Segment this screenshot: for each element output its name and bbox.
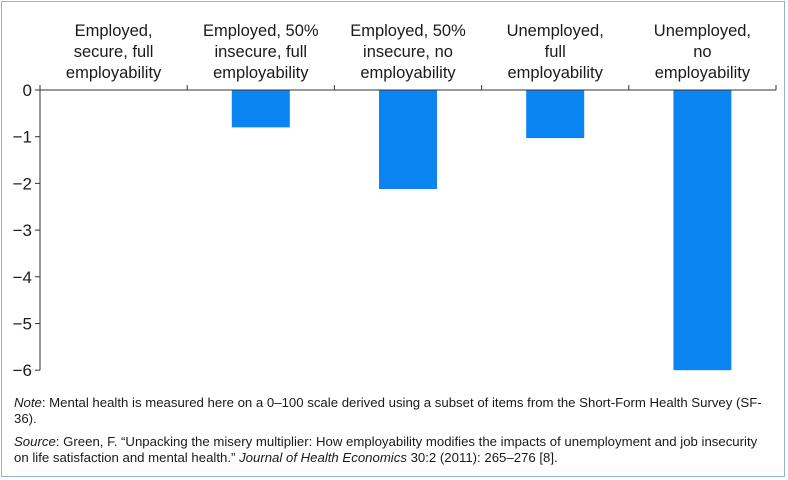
y-tick-label: −2 [13,174,32,193]
y-tick-label: −6 [13,361,32,380]
bar [231,90,290,128]
bar [526,90,585,139]
bars [231,90,732,371]
category-label: Employed, 50% insecure, full employability [203,22,319,82]
note-label: Note [14,395,42,410]
category-label: Unemployed, full employability [507,22,604,82]
category-labels: Employed, secure, full employability Employ… [66,22,751,82]
bar-chart: Employed, secure, full employability Employ… [13,22,777,380]
y-tick-label: −5 [13,315,32,334]
source-label: Source [14,434,56,449]
bar [673,90,732,371]
bar [379,90,437,190]
y-tick-label: −1 [13,128,32,147]
notes-block: Note: Mental health is measured here on … [14,395,774,473]
y-tick-label: 0 [23,81,32,100]
source-text-after: 30:2 (2011): 265–276 [8]. [406,450,558,465]
note-paragraph: Note: Mental health is measured here on … [14,395,774,427]
y-tick-label: −3 [13,221,32,240]
category-label: Employed, secure, full employability [66,22,162,82]
y-tick-labels: 0 −1 −2 −3 −4 −5 −6 [13,81,32,380]
category-label: Employed, 50% insecure, no employability [350,22,466,82]
category-label: Unemployed, no employability [654,22,751,82]
y-tick-label: −4 [13,268,32,287]
source-journal: Journal of Health Economics [239,450,407,465]
axes [35,85,777,371]
note-text: : Mental health is measured here on a 0–… [14,395,762,426]
source-text-before: : Green, F. “Unpacking the misery multip… [14,434,758,465]
source-paragraph: Source: Green, F. “Unpacking the misery … [14,434,774,466]
